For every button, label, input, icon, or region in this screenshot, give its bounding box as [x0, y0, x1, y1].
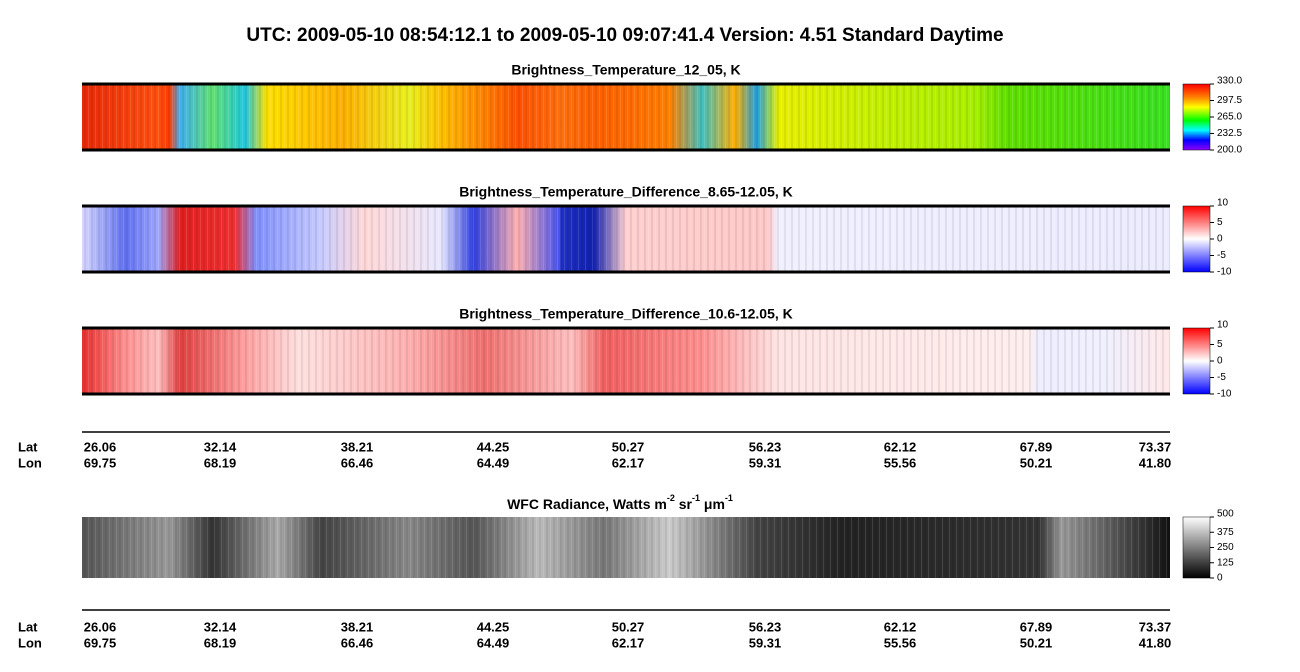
image-texture [82, 328, 1170, 394]
colorbar-label: 330.0 [1217, 76, 1242, 87]
colorbar-label: -10 [1217, 267, 1232, 278]
lat-label: 38.21 [341, 619, 374, 634]
colorbar-label: 0 [1217, 573, 1223, 584]
image-texture [82, 84, 1170, 150]
lon-label: 66.46 [341, 455, 374, 470]
lat-label: 56.23 [749, 619, 782, 634]
lat-label: 56.23 [749, 439, 782, 454]
lon-label: 66.46 [341, 635, 374, 650]
colorbar-label: 0 [1217, 356, 1223, 367]
lon-label: 69.75 [84, 455, 117, 470]
panel-title: Brightness_Temperature_12_05, K [511, 62, 740, 78]
lon-label: 69.75 [84, 635, 117, 650]
lon-label: 62.17 [612, 635, 645, 650]
lon-label: 55.56 [884, 635, 917, 650]
lon-label: 59.31 [749, 635, 782, 650]
lat-label: 67.89 [1020, 439, 1053, 454]
lon-label: 62.17 [612, 455, 645, 470]
lat-label: 38.21 [341, 439, 374, 454]
panel: Brightness_Temperature_Difference_8.65-1… [82, 184, 1211, 274]
lon-label: 41.80 [1139, 635, 1172, 650]
colorbar-label: 10 [1217, 198, 1229, 209]
lon-label: 41.80 [1139, 455, 1172, 470]
colorbar-label: 232.5 [1217, 128, 1242, 139]
lat-label: 67.89 [1020, 619, 1053, 634]
panel-title: WFC Radiance, Watts m-2 sr-1 μm-1 [507, 493, 733, 511]
row-label: Lat [18, 439, 38, 454]
lat-label: 44.25 [477, 619, 510, 634]
lon-label: 55.56 [884, 455, 917, 470]
lon-label: 68.19 [204, 635, 237, 650]
panel: Brightness_Temperature_Difference_10.6-1… [82, 306, 1211, 396]
colorbar-label: 10 [1217, 320, 1229, 331]
lon-label: 50.21 [1020, 455, 1053, 470]
lat-label: 62.12 [884, 619, 917, 634]
colorbar-label: 5 [1217, 217, 1223, 228]
colorbar-label: -10 [1217, 389, 1232, 400]
page-title: UTC: 2009-05-10 08:54:12.1 to 2009-05-10… [246, 25, 1003, 46]
panel: Brightness_Temperature_12_05, K [82, 62, 1211, 152]
colorbar-label: 297.5 [1217, 95, 1242, 106]
colorbar-label: 125 [1217, 557, 1234, 568]
lon-label: 64.49 [477, 455, 510, 470]
lat-label: 62.12 [884, 439, 917, 454]
colorbar-label: 250 [1217, 542, 1234, 553]
colorbar-label: 5 [1217, 339, 1223, 350]
lon-label: 50.21 [1020, 635, 1053, 650]
lon-label: 64.49 [477, 635, 510, 650]
lat-label: 32.14 [204, 619, 237, 634]
lat-label: 73.37 [1139, 439, 1172, 454]
colorbar [1182, 516, 1211, 579]
lat-label: 50.27 [612, 619, 645, 634]
panel-title: Brightness_Temperature_Difference_10.6-1… [459, 306, 793, 322]
lat-label: 44.25 [477, 439, 510, 454]
panel-title: Brightness_Temperature_Difference_8.65-1… [459, 184, 793, 200]
colorbar [1182, 205, 1211, 273]
row-label: Lat [18, 619, 38, 634]
row-label: Lon [18, 455, 42, 470]
colorbar-label: 0 [1217, 234, 1223, 245]
colorbar-label: -5 [1217, 372, 1226, 383]
lon-label: 68.19 [204, 455, 237, 470]
image-texture [82, 517, 1170, 578]
colorbar-label: 265.0 [1217, 112, 1242, 123]
lat-label: 50.27 [612, 439, 645, 454]
wfc-panel: WFC Radiance, Watts m-2 sr-1 μm-1 [82, 493, 1211, 579]
row-label: Lon [18, 635, 42, 650]
lat-label: 26.06 [84, 619, 117, 634]
lat-label: 73.37 [1139, 619, 1172, 634]
colorbar [1182, 83, 1211, 151]
lat-label: 32.14 [204, 439, 237, 454]
colorbar-label: -5 [1217, 250, 1226, 261]
lat-label: 26.06 [84, 439, 117, 454]
colorbar [1182, 327, 1211, 395]
image-texture [82, 206, 1170, 272]
colorbar-label: 200.0 [1217, 145, 1242, 156]
colorbar-label: 375 [1217, 527, 1234, 538]
colorbar-label: 500 [1217, 509, 1234, 520]
lon-label: 59.31 [749, 455, 782, 470]
